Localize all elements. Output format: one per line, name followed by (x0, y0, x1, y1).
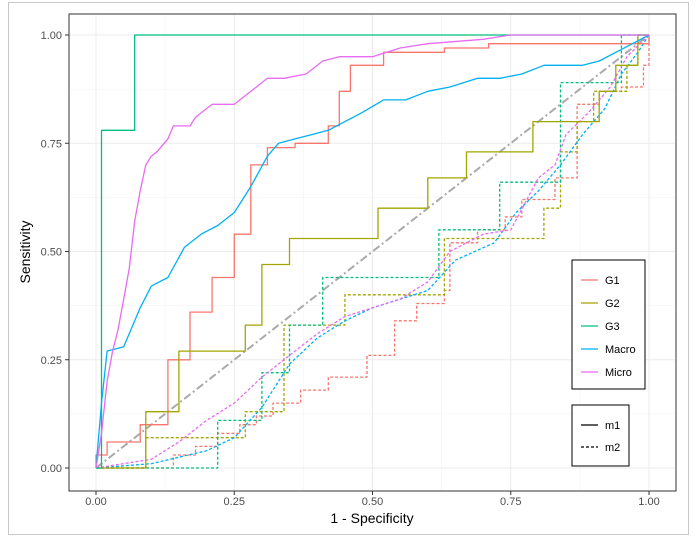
linetype-legend-box (571, 404, 630, 467)
legend-label-m2: m2 (605, 442, 620, 454)
diagonal-line (95, 34, 650, 469)
y-axis-title: Sensitivity (17, 220, 33, 283)
series-micro-m2 (95, 34, 650, 469)
legend-label-m1: m1 (605, 420, 620, 432)
chance-diagonal (95, 34, 650, 469)
x-tick-label: 0.75 (500, 496, 521, 508)
y-tick-label: 0.75 (41, 138, 62, 150)
legend-label-g1: G1 (605, 275, 620, 287)
legend-label-micro: Micro (605, 367, 632, 379)
axes: 0.00 0.25 0.50 0.75 1.00 0.00 0.25 0.50 0.75 1.00 (41, 30, 660, 508)
x-tick-label: 1.00 (638, 496, 659, 508)
y-tick-label: 0.50 (41, 247, 62, 259)
series-g2-m1 (96, 34, 649, 469)
legend-label-macro: Macro (605, 344, 636, 356)
series-micro-m1 (95, 34, 649, 469)
legend-label-g3: G3 (605, 321, 620, 333)
series-macro-m2 (95, 34, 650, 469)
x-axis-title: 1 - Specificity (330, 510, 413, 526)
color-legend: G1 G2 G3 Macro Micro (571, 259, 646, 390)
series-lines (95, 34, 650, 469)
y-tick-label: 0.25 (41, 355, 62, 367)
legend-label-g2: G2 (605, 298, 620, 310)
series-g2-m2 (96, 34, 649, 469)
y-tick-label: 0.00 (41, 463, 62, 475)
color-legend-box (571, 259, 646, 390)
series-macro-m1 (95, 34, 650, 469)
series-g3-m2 (96, 34, 649, 469)
series-g3-m1 (96, 34, 649, 469)
x-tick-label: 0.50 (362, 496, 383, 508)
series-g1-m2 (96, 35, 650, 469)
x-tick-label: 0.00 (85, 496, 106, 508)
x-tick-label: 0.25 (224, 496, 245, 508)
y-tick-label: 1.00 (41, 30, 62, 42)
chart-frame (8, 2, 689, 535)
linetype-legend: m1 m2 (571, 404, 630, 467)
